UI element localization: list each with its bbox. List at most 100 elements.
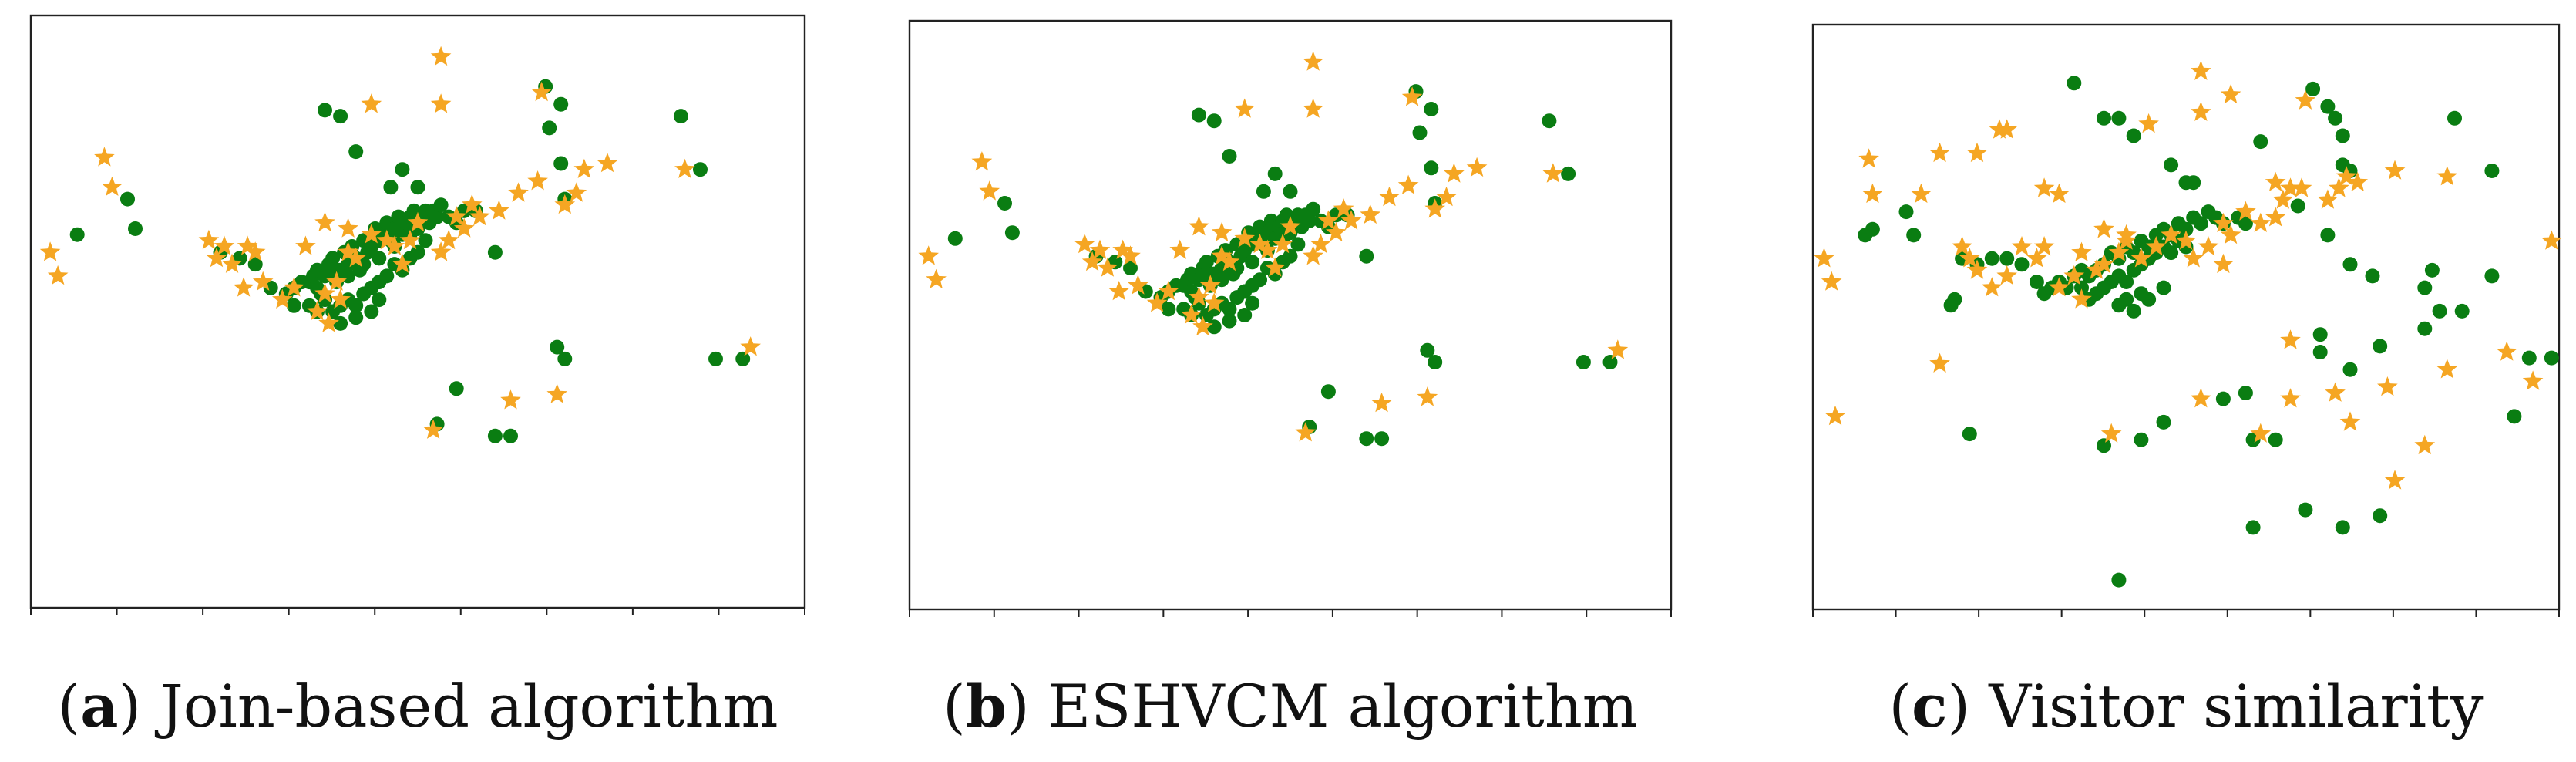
orange-star-c-14 <box>1982 277 2003 297</box>
green-point-a-85 <box>553 96 569 112</box>
orange-star-b-29 <box>1333 198 1354 218</box>
scatter-points-c <box>1814 60 2562 588</box>
orange-star-c-24 <box>2108 241 2130 261</box>
green-point-c-61 <box>2119 275 2134 289</box>
orange-star-b-8 <box>1108 281 1129 301</box>
green-point-a-83 <box>487 244 503 260</box>
orange-star-a-5 <box>206 247 227 268</box>
orange-star-a-2 <box>94 147 115 167</box>
orange-star-a-47 <box>500 389 521 410</box>
green-point-c-74 <box>2134 286 2149 302</box>
green-point-a-91 <box>550 339 565 355</box>
orange-star-c-3 <box>1862 183 1883 204</box>
green-point-c-3 <box>1906 228 1922 243</box>
orange-star-a-48 <box>546 383 567 403</box>
green-point-b-49 <box>1302 213 1317 228</box>
green-point-b-85 <box>1424 102 1439 116</box>
orange-star-c-53 <box>2071 241 2092 261</box>
green-point-c-91 <box>2134 432 2149 447</box>
green-point-c-81 <box>2454 303 2470 319</box>
green-point-c-87 <box>2342 362 2358 377</box>
green-point-c-98 <box>2507 409 2522 424</box>
green-point-c-85 <box>2312 327 2328 342</box>
orange-star-c-68 <box>2213 253 2234 274</box>
green-point-b-5 <box>1222 149 1237 164</box>
orange-star-c-32 <box>2213 212 2234 232</box>
orange-star-c-54 <box>2093 218 2114 238</box>
orange-star-b-50 <box>1280 216 1301 236</box>
orange-star-c-11 <box>1952 236 1972 256</box>
orange-star-c-1 <box>1821 271 1842 291</box>
orange-star-b-12 <box>1146 292 1168 312</box>
orange-star-c-47 <box>2265 171 2286 191</box>
green-point-c-95 <box>2484 268 2500 284</box>
green-point-b-98 <box>1602 355 1618 369</box>
green-point-c-6 <box>2067 76 2082 91</box>
orange-star-b-7 <box>1097 257 1118 277</box>
orange-star-c-67 <box>2541 230 2562 250</box>
green-point-b-83 <box>1359 248 1374 264</box>
orange-star-c-26 <box>2130 248 2152 268</box>
orange-star-c-71 <box>2414 434 2436 455</box>
orange-star-a-20 <box>361 224 382 244</box>
green-point-b-0 <box>947 231 963 246</box>
green-point-a-89 <box>673 109 688 124</box>
orange-star-c-57 <box>2100 423 2122 443</box>
green-point-c-82 <box>2432 303 2447 319</box>
green-point-b-91 <box>1420 342 1435 358</box>
orange-star-c-17 <box>2026 248 2047 268</box>
orange-star-c-4 <box>1911 183 1932 204</box>
orange-star-b-51 <box>1203 292 1225 312</box>
green-point-a-82 <box>372 292 387 308</box>
green-point-c-96 <box>2521 350 2537 366</box>
orange-star-b-18 <box>1211 245 1233 265</box>
orange-star-c-62 <box>2377 376 2398 396</box>
green-point-c-13 <box>2253 134 2268 150</box>
orange-star-c-70 <box>2339 411 2361 431</box>
green-point-b-86 <box>1412 125 1428 140</box>
orange-star-c-51 <box>2138 113 2159 133</box>
green-point-c-80 <box>2417 280 2433 295</box>
green-point-c-26 <box>2014 257 2030 272</box>
orange-star-a-6 <box>214 235 235 255</box>
green-point-c-16 <box>2328 110 2343 126</box>
orange-star-b-19 <box>1219 251 1240 271</box>
orange-star-b-27 <box>1318 210 1339 230</box>
green-point-b-92 <box>1428 355 1443 369</box>
orange-star-a-28 <box>453 217 475 238</box>
orange-star-b-11 <box>1128 275 1148 295</box>
orange-star-b-13 <box>1158 281 1179 301</box>
orange-star-a-22 <box>384 235 405 255</box>
orange-star-c-33 <box>2220 224 2241 244</box>
panel-b: (b) ESHVCM algorithm <box>908 19 1673 740</box>
green-point-a-95 <box>487 428 503 443</box>
orange-star-b-45 <box>1189 216 1209 236</box>
green-point-b-50 <box>1306 201 1321 217</box>
orange-star-a-31 <box>489 200 509 220</box>
orange-star-c-60 <box>2280 388 2301 408</box>
green-point-a-80 <box>348 310 364 325</box>
green-point-c-79 <box>2365 268 2380 284</box>
orange-star-b-31 <box>1360 204 1381 224</box>
green-point-c-75 <box>2119 292 2134 307</box>
green-point-b-89 <box>1542 113 1557 129</box>
green-point-c-10 <box>2164 157 2179 173</box>
green-point-c-25 <box>1999 251 2015 266</box>
orange-star-a-50 <box>407 211 429 232</box>
orange-star-c-46 <box>2295 89 2316 110</box>
orange-star-b-3 <box>979 180 1000 201</box>
orange-star-a-19 <box>345 247 366 268</box>
green-point-a-3 <box>318 103 332 118</box>
green-point-a-1 <box>120 191 135 207</box>
green-point-c-14 <box>2305 81 2321 96</box>
green-point-a-92 <box>557 351 573 366</box>
orange-star-c-44 <box>2384 160 2406 180</box>
green-point-c-77 <box>2320 228 2336 243</box>
orange-star-a-0 <box>39 241 61 261</box>
orange-star-c-31 <box>2198 236 2219 256</box>
orange-star-c-29 <box>2175 230 2197 250</box>
green-point-b-4 <box>1206 113 1222 129</box>
green-point-c-89 <box>2156 414 2171 430</box>
green-point-a-70 <box>418 233 433 248</box>
